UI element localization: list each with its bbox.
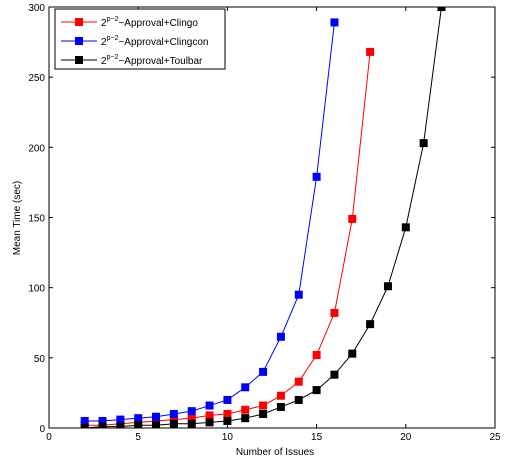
y-tick-label: 200 (28, 143, 45, 154)
data-point (330, 18, 339, 27)
legend-label-exponent: p−2 (107, 35, 119, 42)
data-point (116, 415, 125, 424)
data-point (312, 386, 321, 395)
legend: 2p−2−Approval+Clingo2p−2−Approval+Clingc… (54, 8, 226, 70)
data-point (276, 332, 285, 341)
series-line (84, 22, 335, 422)
x-tick-label: 0 (46, 432, 52, 443)
legend-label-base: 2 (101, 56, 107, 67)
data-point (276, 402, 285, 411)
data-point (366, 47, 375, 56)
legend-marker (75, 37, 83, 45)
data-point (419, 139, 428, 148)
series-line (84, 7, 442, 428)
legend-label-exponent: p−2 (107, 16, 119, 23)
data-point (330, 308, 339, 317)
legend-label: 2p−2−Approval+Toulbar (101, 54, 203, 67)
y-axis-label: Mean Time (sec) (12, 181, 23, 255)
x-tick-label: 15 (311, 432, 323, 443)
y-tick-label: 0 (39, 424, 45, 435)
x-tick-label: 20 (400, 432, 412, 443)
data-point (134, 414, 143, 423)
data-point (152, 421, 161, 428)
series-0 (80, 47, 375, 428)
data-point (312, 351, 321, 360)
data-point (348, 214, 357, 223)
data-point (259, 401, 268, 410)
data-point (223, 395, 232, 404)
y-tick-label: 50 (34, 354, 46, 365)
legend-label-rest: −Approval+Toulbar (118, 56, 203, 67)
data-point (366, 320, 375, 329)
data-point (276, 391, 285, 400)
y-tick-label: 150 (28, 214, 45, 225)
data-point (383, 282, 392, 291)
data-point (205, 401, 214, 410)
y-tick-label: 100 (28, 284, 45, 295)
data-point (294, 290, 303, 299)
data-point (169, 419, 178, 428)
data-point (241, 414, 250, 423)
data-point (294, 377, 303, 386)
x-axis-label: Number of Issues (236, 447, 314, 458)
data-point (241, 383, 250, 392)
data-point (312, 172, 321, 181)
x-tick-label: 10 (222, 432, 234, 443)
legend-label-rest: −Approval+Clingcon (118, 37, 208, 48)
data-point (259, 367, 268, 376)
y-tick-label: 300 (28, 3, 45, 14)
data-point (437, 7, 446, 11)
data-point (80, 416, 89, 425)
data-point (80, 424, 89, 428)
data-point (205, 411, 214, 420)
data-point (169, 409, 178, 418)
legend-marker (75, 18, 83, 26)
series-1 (80, 18, 339, 425)
legend-label-base: 2 (101, 37, 107, 48)
data-point (205, 418, 214, 427)
data-point (223, 409, 232, 418)
legend-label: 2p−2−Approval+Clingcon (101, 35, 209, 48)
legend-label-rest: −Approval+Clingo (118, 18, 198, 29)
x-tick-label: 25 (489, 432, 501, 443)
plot-frame (48, 6, 496, 429)
series-line (84, 51, 371, 426)
data-point (294, 395, 303, 404)
legend-label-exponent: p−2 (107, 54, 119, 61)
data-point (259, 409, 268, 418)
series-2 (80, 7, 446, 428)
data-point (152, 412, 161, 421)
data-point (187, 407, 196, 416)
data-point (98, 422, 107, 428)
data-point (187, 419, 196, 428)
data-point (116, 422, 125, 428)
data-point (348, 349, 357, 358)
legend-label-base: 2 (101, 18, 107, 29)
y-tick-label: 250 (28, 73, 45, 84)
data-point (401, 223, 410, 232)
x-tick-label: 5 (135, 432, 141, 443)
data-point (330, 370, 339, 379)
series-layer (80, 7, 446, 428)
data-point (241, 405, 250, 414)
legend-box (54, 8, 226, 70)
legend-marker (75, 56, 83, 64)
data-point (134, 421, 143, 428)
legend-label: 2p−2−Approval+Clingo (101, 16, 198, 29)
data-point (223, 416, 232, 425)
